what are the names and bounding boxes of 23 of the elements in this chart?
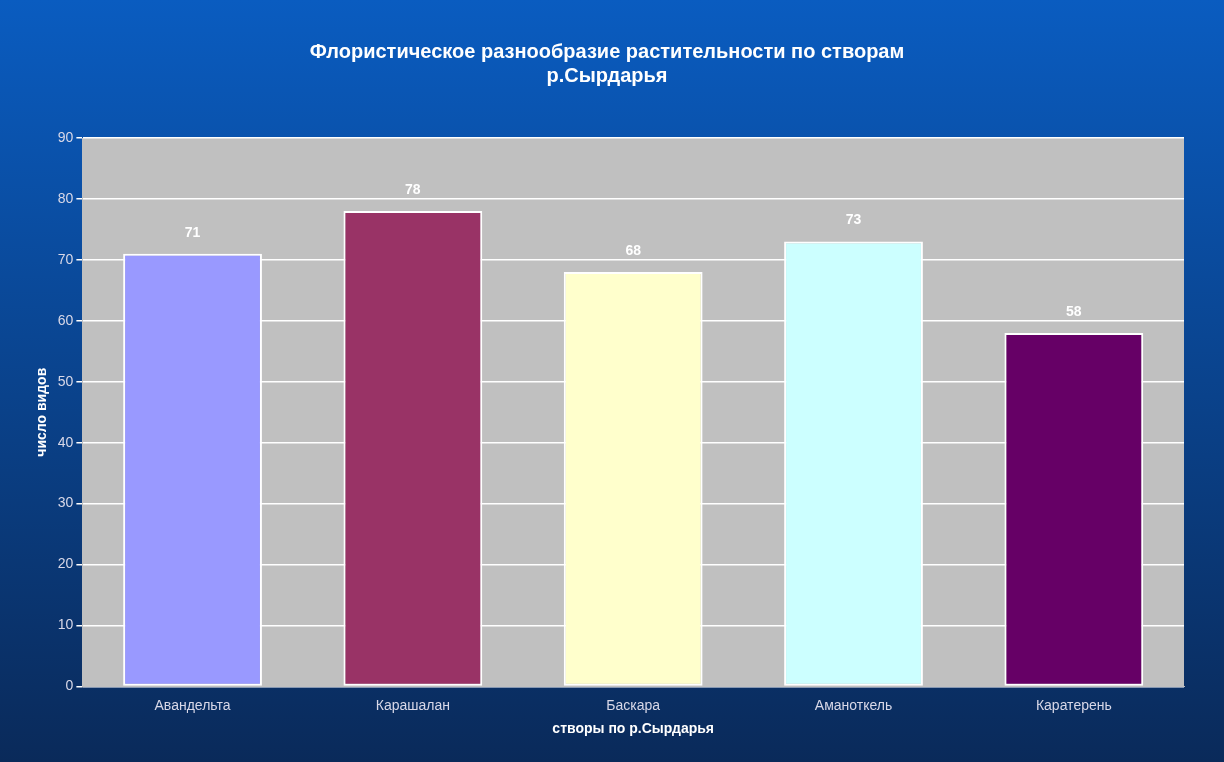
y-tick-label: 30 [57,494,74,511]
data-label: 78 [405,180,421,197]
data-label: 73 [845,211,862,228]
data-label: 58 [1066,302,1082,319]
y-tick-label: 60 [57,311,74,328]
x-axis-title: створы по р.Сырдарья [552,720,714,737]
data-label: 68 [625,241,642,258]
y-tick-label: 20 [57,555,74,572]
y-tick-label: 80 [57,189,74,206]
y-tick-label: 10 [57,616,74,633]
y-tick-label: 0 [65,677,74,694]
data-label: 71 [184,223,201,240]
chart-title: Флористическое разнообразие растительности по створам р.Сырдарья [309,39,905,86]
y-tick-label: 50 [57,372,74,389]
x-tick-label: Баскара [606,696,661,713]
x-tick-label: Аманоткель [814,696,893,713]
y-tick-label: 90 [57,128,74,145]
x-tick-label: Карашалан [375,696,450,713]
y-tick-label: 40 [57,433,74,450]
x-tick-label: Авандельта [154,696,231,713]
y-tick-label: 70 [57,250,74,267]
x-tick-label: Каратерень [1035,696,1112,713]
y-axis-title: число видов [33,367,50,457]
